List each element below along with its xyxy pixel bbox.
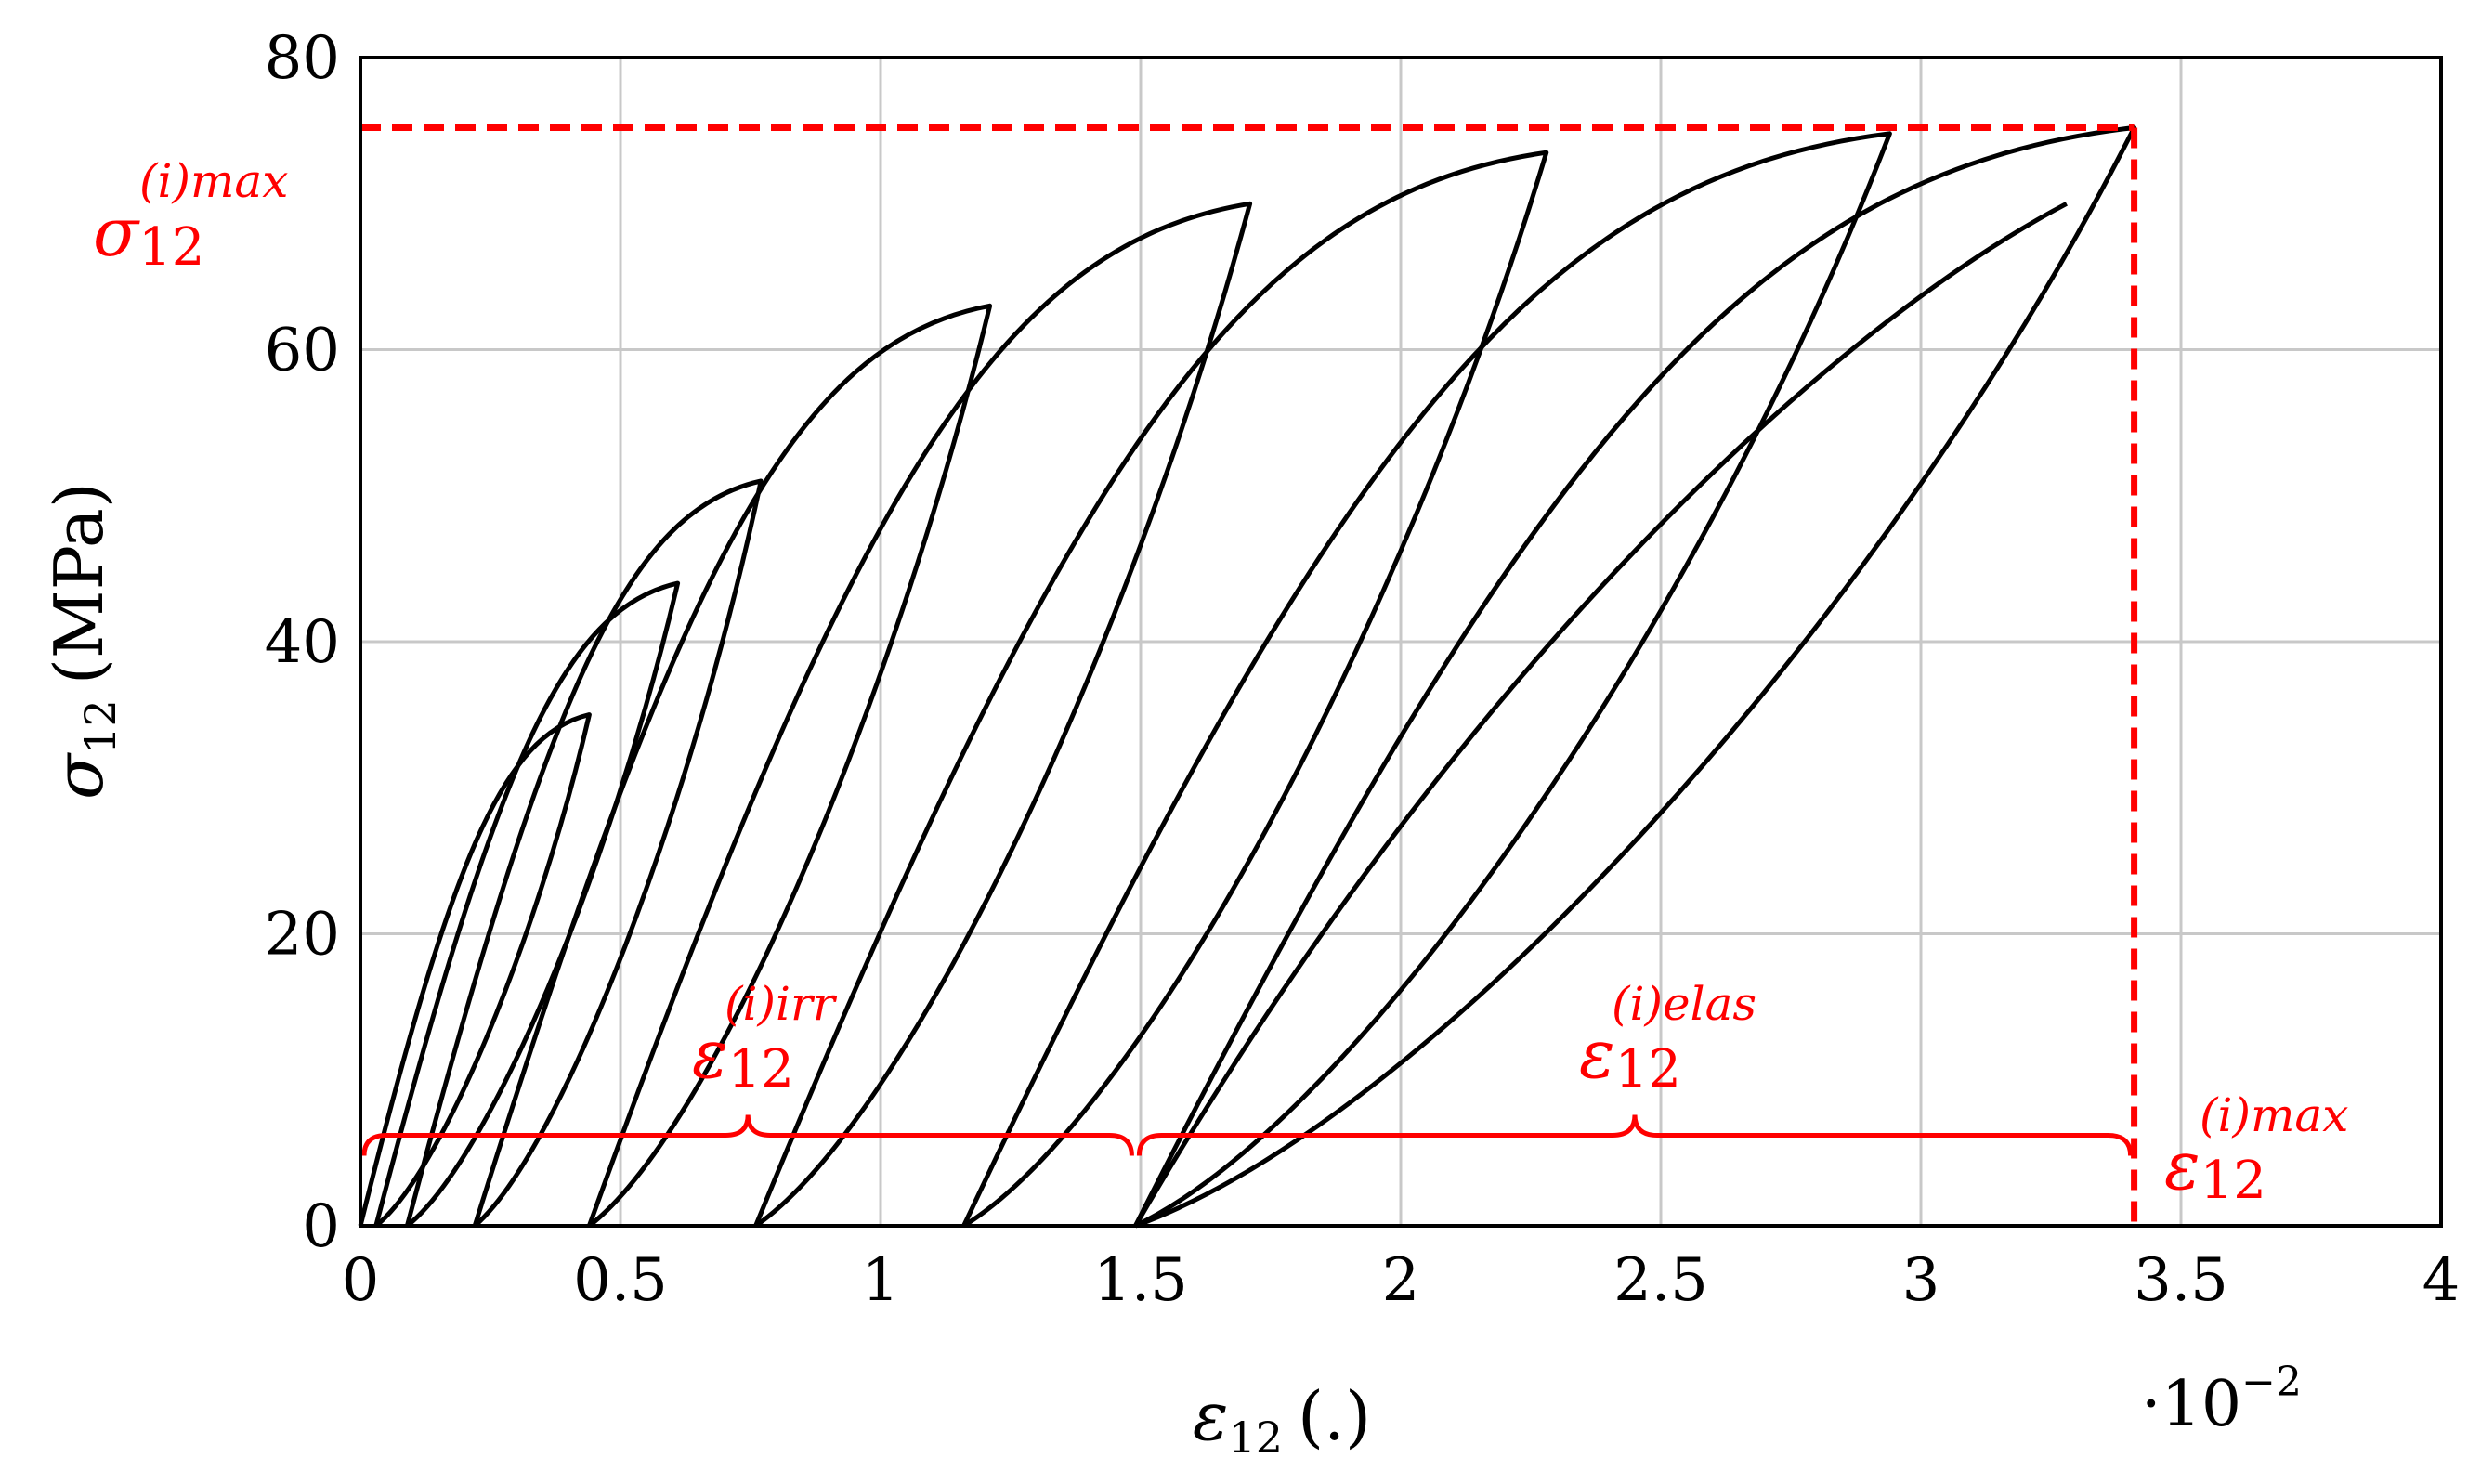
y-axis-symbol: σ (40, 752, 118, 800)
x-tick-label: 4 (2422, 1246, 2461, 1315)
x-multiplier-base: ·10 (2141, 1368, 2241, 1441)
loop-3 (404, 478, 764, 1228)
eps-irr-sub: 12 (728, 1039, 794, 1100)
x-axis-sub: 12 (1229, 1412, 1284, 1463)
y-axis-label: σ12 (MPa) (40, 482, 125, 800)
plot-frame (359, 56, 2443, 1228)
x-tick-label: 1.5 (1093, 1246, 1188, 1315)
x-tick-label: 2.5 (1613, 1246, 1708, 1315)
eps-elas-symbol: ε (1579, 1015, 1615, 1093)
eps-max-sup: (i)max (2200, 1088, 2348, 1142)
eps-irr-sup: (i)irr (725, 977, 838, 1031)
final-reload-curve (1133, 202, 2068, 1228)
strain-braces (361, 1114, 2134, 1156)
x-axis-symbol: ε (1193, 1377, 1229, 1455)
loop-2 (373, 580, 681, 1228)
x-axis-unit: (.) (1298, 1377, 1371, 1455)
x-axis-label: ε12 (.) (1193, 1377, 1371, 1463)
y-tick-label: 0 (302, 1192, 340, 1261)
x-tick-label: 3 (1902, 1246, 1940, 1315)
eps-irr-symbol: ε (692, 1015, 728, 1093)
loop-5 (587, 201, 1253, 1229)
eps-elas-sup: (i)elas (1612, 977, 1756, 1031)
eps-elas-label: ε12 (1579, 1015, 1681, 1100)
x-tick-label: 0.5 (573, 1246, 668, 1315)
eps-max-symbol: ε (2164, 1126, 2200, 1204)
y-axis-unit: (MPa) (40, 482, 118, 684)
sigma-max-sup: (i)max (139, 154, 288, 208)
eps-max-label: ε12 (2164, 1126, 2266, 1211)
x-tick-label: 2 (1382, 1246, 1420, 1315)
x-tick-label: 3.5 (2134, 1246, 2228, 1315)
y-tick-label: 20 (265, 901, 340, 970)
sigma-max-label: σ12 (93, 193, 204, 278)
x-multiplier-exp: −2 (2241, 1359, 2302, 1406)
loop-7 (961, 131, 1892, 1229)
loop-4 (472, 303, 993, 1228)
sigma-max-sub: 12 (138, 217, 204, 278)
loop-6 (753, 150, 1549, 1229)
y-tick-label: 40 (265, 608, 340, 677)
eps-irr-brace (361, 1114, 1134, 1156)
y-tick-label: 80 (265, 24, 340, 93)
sigma-max-symbol: σ (93, 193, 140, 271)
eps-elas-sub: 12 (1615, 1039, 1681, 1100)
loop-1 (358, 712, 592, 1228)
x-tick-label: 1 (862, 1246, 900, 1315)
x-tick-label: 0 (342, 1246, 380, 1315)
eps-elas-brace (1136, 1114, 2134, 1156)
eps-max-sub: 12 (2200, 1151, 2266, 1211)
eps-irr-label: ε12 (692, 1015, 794, 1100)
y-axis-sub: 12 (75, 699, 125, 754)
x-multiplier: ·10−2 (2141, 1359, 2302, 1441)
max-guides (360, 124, 2138, 1226)
y-tick-label: 60 (265, 317, 340, 385)
grid-lines (360, 58, 2441, 1226)
hysteresis-loops (358, 125, 2137, 1229)
